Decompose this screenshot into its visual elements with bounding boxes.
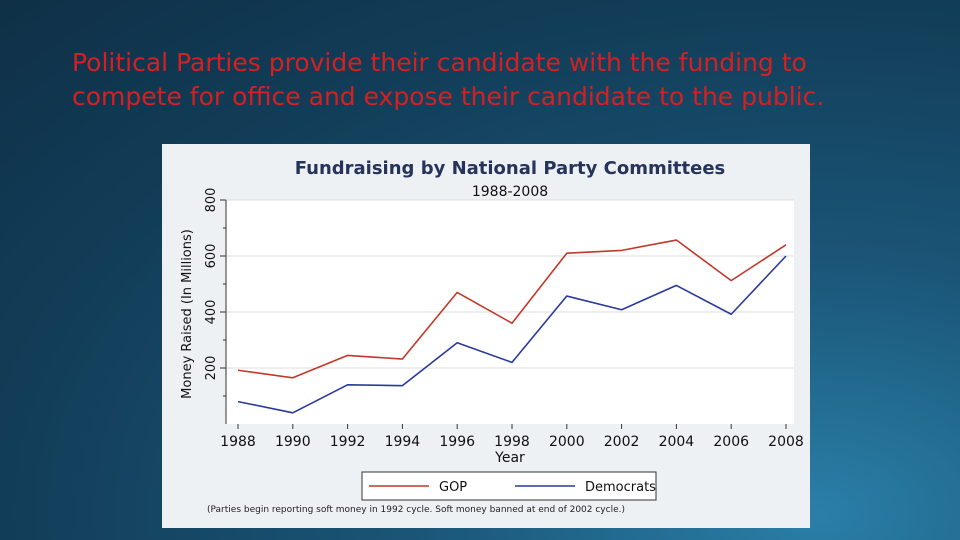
- x-tick-label: 2002: [604, 434, 640, 450]
- chart-footnote: (Parties begin reporting soft money in 1…: [207, 505, 625, 515]
- legend: GOP Democrats: [369, 480, 656, 495]
- series-lines: [237, 239, 787, 414]
- x-tick-label: 1988: [220, 434, 256, 450]
- x-tick-label: 2000: [549, 434, 585, 450]
- y-tick-label: 800: [204, 188, 219, 213]
- x-tick-label: 2008: [768, 434, 804, 450]
- y-axis-ticks: 200 400 600 800: [204, 188, 226, 397]
- x-tick-label: 2004: [659, 434, 695, 450]
- x-tick-label: 1996: [439, 434, 475, 450]
- x-tick-label: 1998: [494, 434, 530, 450]
- y-tick-label: 400: [204, 300, 219, 325]
- series-line-democrats: [237, 255, 787, 414]
- x-tick-label: 2006: [713, 434, 749, 450]
- series-line-gop: [237, 239, 787, 379]
- slide-headline: Political Parties provide their candidat…: [72, 48, 825, 111]
- y-tick-label: 200: [204, 356, 219, 381]
- chart-panel: Fundraising by National Party Committees…: [162, 144, 810, 528]
- legend-label-gop: GOP: [439, 480, 467, 495]
- x-tick-label: 1992: [330, 434, 366, 450]
- y-axis-label: Money Raised (In Millions): [180, 229, 195, 399]
- chart-subtitle: 1988-2008: [472, 184, 548, 200]
- x-axis-label: Year: [494, 450, 525, 466]
- x-axis-ticks: 1988 1990 1992 1994 1996 1998 2000 2002 2004 2006…: [220, 424, 804, 450]
- grid-lines: [226, 199, 794, 369]
- x-tick-label: 1990: [275, 434, 311, 450]
- line-chart: Fundraising by National Party Committees…: [180, 158, 804, 515]
- y-tick-label: 600: [204, 244, 219, 269]
- x-tick-label: 1994: [385, 434, 421, 450]
- legend-label-democrats: Democrats: [585, 480, 656, 495]
- chart-title: Fundraising by National Party Committees: [295, 158, 726, 179]
